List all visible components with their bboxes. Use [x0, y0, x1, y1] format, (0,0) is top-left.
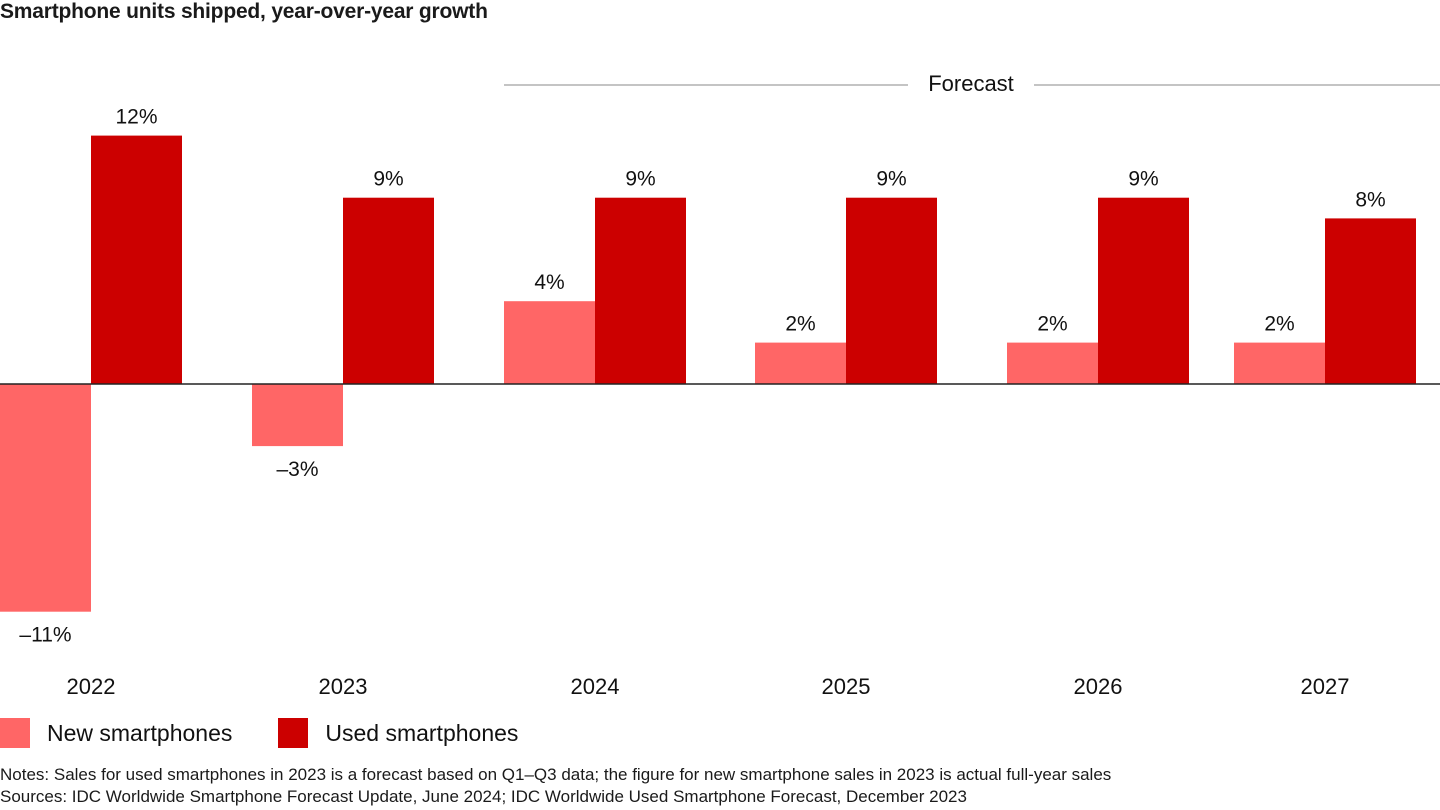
bar-label-new-2023: –3% [276, 458, 318, 481]
forecast-annotation: Forecast [504, 71, 1440, 96]
bar-used-2025 [846, 197, 937, 384]
bar-used-2027 [1325, 218, 1416, 384]
bars-group [0, 135, 1416, 612]
bar-label-used-2025: 9% [876, 168, 906, 191]
bar-label-new-2024: 4% [534, 271, 564, 294]
bar-label-used-2027: 8% [1355, 188, 1385, 211]
bar-new-2026 [1007, 342, 1098, 384]
bar-labels-group: –11% 12% –3% 9% 4% 9% 2% 9% 2% 9% 2% 8% [19, 106, 1385, 647]
legend-swatch-new [0, 718, 30, 748]
notes-text: Notes: Sales for used smartphones in 202… [0, 765, 1112, 784]
bar-used-2023 [343, 197, 434, 384]
bar-label-new-2025: 2% [785, 313, 815, 336]
bar-chart: Forecast –11% 12% –3% 9% 4% 9% 2% 9% 2% 9% 2% 8% 20… [0, 71, 1440, 699]
bar-used-2026 [1098, 197, 1189, 384]
bar-label-used-2024: 9% [625, 168, 655, 191]
bar-new-2022 [0, 384, 91, 612]
footnotes: Notes: Sales for used smartphones in 202… [0, 764, 1111, 808]
x-axis-label-2024: 2024 [571, 674, 620, 699]
bar-used-2022 [91, 135, 182, 384]
legend-item-used: Used smartphones [278, 718, 518, 748]
legend: New smartphones Used smartphones [0, 717, 564, 749]
bar-label-new-2026: 2% [1037, 313, 1067, 336]
bar-label-used-2026: 9% [1128, 168, 1158, 191]
bar-label-new-2022: –11% [19, 624, 71, 647]
x-axis-label-2026: 2026 [1074, 674, 1123, 699]
x-axis-label-2027: 2027 [1301, 674, 1350, 699]
bar-label-used-2023: 9% [373, 168, 403, 191]
legend-item-new: New smartphones [0, 718, 232, 748]
chart-title: Smartphone units shipped, year-over-year… [0, 0, 488, 23]
forecast-label: Forecast [928, 71, 1014, 96]
legend-label-new: New smartphones [47, 719, 233, 746]
x-axis-label-2023: 2023 [319, 674, 368, 699]
bar-new-2024 [504, 301, 595, 384]
bar-new-2023 [252, 384, 343, 447]
bar-label-used-2022: 12% [115, 106, 157, 129]
sources-text: Sources: IDC Worldwide Smartphone Foreca… [0, 787, 967, 806]
x-axis-label-2022: 2022 [67, 674, 116, 699]
legend-swatch-used [278, 718, 309, 748]
bar-new-2025 [755, 342, 846, 384]
legend-label-used: Used smartphones [325, 719, 519, 746]
bar-used-2024 [595, 197, 686, 384]
bar-new-2027 [1234, 342, 1325, 384]
x-axis-label-2025: 2025 [822, 674, 871, 699]
x-axis-labels: 2022 2023 2024 2025 2026 2027 [67, 674, 1350, 699]
bar-label-new-2027: 2% [1264, 313, 1294, 336]
